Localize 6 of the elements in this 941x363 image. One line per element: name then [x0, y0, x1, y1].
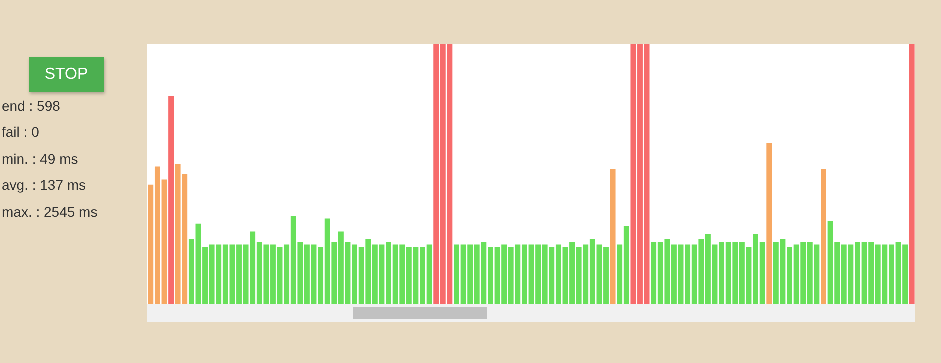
- text: end : 598: [2, 98, 60, 114]
- text: avg. : 137 ms: [2, 177, 86, 193]
- text: STOP: [29, 57, 104, 92]
- text: fail : 0: [2, 124, 40, 140]
- text: min. : 49 ms: [2, 151, 78, 167]
- text: max. : 2545 ms: [2, 204, 98, 220]
